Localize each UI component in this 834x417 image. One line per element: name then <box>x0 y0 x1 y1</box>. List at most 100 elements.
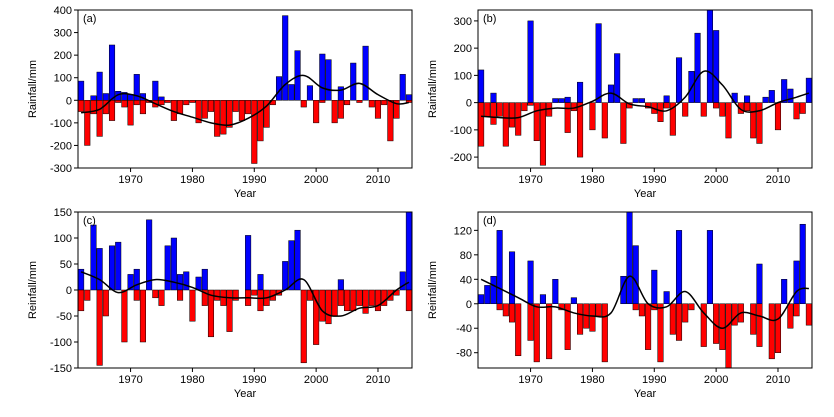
bar <box>350 289 357 312</box>
y-axis-label: Rainfall/mm <box>427 60 439 118</box>
bar <box>362 45 369 101</box>
y-tick-label: 300 <box>454 16 472 28</box>
bar <box>164 100 171 103</box>
y-tick-label: -100 <box>450 125 472 137</box>
bar <box>127 274 134 291</box>
bar <box>651 269 658 305</box>
bar <box>632 98 639 103</box>
bar <box>362 289 369 314</box>
bar <box>245 100 252 115</box>
bar <box>675 57 683 103</box>
bar <box>515 303 522 357</box>
bar <box>756 102 763 144</box>
bar <box>490 102 497 125</box>
x-tick-label: 1970 <box>518 374 542 386</box>
x-tick-label: 1970 <box>518 174 542 186</box>
bar <box>183 271 190 291</box>
bar <box>799 102 806 114</box>
bar <box>177 289 184 301</box>
bar <box>564 303 571 350</box>
bar <box>521 102 528 112</box>
bar <box>527 303 534 341</box>
bar <box>700 303 707 347</box>
x-tick-label: 1980 <box>180 174 204 186</box>
bar <box>805 77 812 103</box>
panel-label: (c) <box>83 215 96 227</box>
x-tick-label: 1970 <box>118 374 142 386</box>
panel: -150 -100 -50 0 50 100 150 1970 1980 1990 2000 2010… <box>27 207 413 400</box>
bar <box>319 100 326 103</box>
bar <box>158 100 165 106</box>
bar <box>288 240 295 291</box>
panel: -300 -200 -100 0 100 200 300 400 1970 1980 1990 200… <box>27 5 413 200</box>
x-tick-label: 2010 <box>366 374 390 386</box>
bar <box>508 303 516 323</box>
bar <box>214 289 221 301</box>
bar <box>632 303 639 311</box>
bar <box>313 100 320 124</box>
bar <box>115 241 122 291</box>
bar <box>515 102 522 136</box>
bar <box>251 100 258 164</box>
bar <box>374 289 382 312</box>
bar <box>90 95 97 101</box>
bar <box>282 15 289 101</box>
y-axis-label: Reinfall/mm <box>427 261 439 319</box>
y-tick-label: 0 <box>66 95 72 107</box>
y-tick-label: -80 <box>456 348 472 360</box>
trend-line <box>80 74 410 127</box>
bar <box>799 223 806 305</box>
bar <box>638 303 645 317</box>
bar <box>325 59 332 101</box>
bar <box>207 100 215 112</box>
bar <box>527 102 534 106</box>
y-tick-label: 40 <box>460 274 472 286</box>
bar <box>558 98 565 103</box>
bar <box>96 289 103 366</box>
bar <box>108 100 116 121</box>
bar <box>675 303 683 341</box>
bar <box>226 100 233 128</box>
bar <box>294 229 301 291</box>
bar <box>300 289 307 364</box>
x-tick-label: 1980 <box>180 374 204 386</box>
bar <box>484 285 491 305</box>
bar <box>108 44 116 101</box>
bar <box>731 303 738 326</box>
bar <box>558 303 565 311</box>
bar <box>238 100 245 121</box>
bar <box>146 219 153 291</box>
bar <box>725 303 732 369</box>
y-tick-label: 120 <box>454 225 472 237</box>
bar <box>533 102 540 142</box>
bar <box>719 303 726 350</box>
bar <box>706 230 713 305</box>
bar <box>682 303 689 323</box>
panel-label: (d) <box>483 215 496 227</box>
bar <box>183 100 190 106</box>
bar <box>152 80 159 101</box>
x-tick-label: 1980 <box>580 374 604 386</box>
bar <box>319 289 326 322</box>
bar <box>663 291 670 305</box>
bar <box>614 53 621 103</box>
bar <box>552 279 559 305</box>
bar <box>496 102 503 117</box>
bar <box>313 289 320 345</box>
x-tick-label: 1990 <box>242 174 266 186</box>
bar <box>133 268 140 291</box>
bar <box>595 303 602 317</box>
x-tick-label: 1990 <box>242 374 266 386</box>
bar <box>189 100 196 103</box>
bar <box>170 237 177 291</box>
bar <box>387 100 394 142</box>
bar <box>139 100 146 115</box>
x-axis-label: Year <box>634 388 657 400</box>
bar <box>737 102 744 114</box>
bar <box>577 102 584 158</box>
y-tick-label: 150 <box>54 207 72 219</box>
bar <box>201 268 208 291</box>
y-tick-label: 100 <box>54 233 72 245</box>
bar <box>368 100 375 108</box>
